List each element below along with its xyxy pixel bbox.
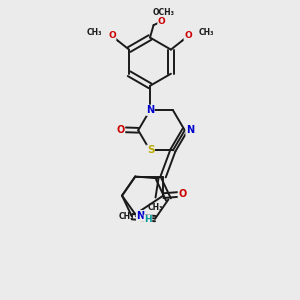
Text: O: O <box>178 189 187 199</box>
Text: CH₃: CH₃ <box>148 203 163 212</box>
Text: S: S <box>147 145 154 155</box>
Text: OCH₃: OCH₃ <box>152 8 174 17</box>
Text: O: O <box>116 125 125 135</box>
Text: O: O <box>108 31 116 40</box>
Text: N: N <box>146 105 154 115</box>
Text: O: O <box>158 17 166 26</box>
Text: CH₃: CH₃ <box>86 28 102 37</box>
Text: CH₃: CH₃ <box>198 28 214 37</box>
Text: N: N <box>186 125 194 135</box>
Text: CH₃: CH₃ <box>118 212 134 221</box>
Text: O: O <box>184 31 192 40</box>
Text: N: N <box>136 211 145 221</box>
Text: H: H <box>144 215 152 224</box>
